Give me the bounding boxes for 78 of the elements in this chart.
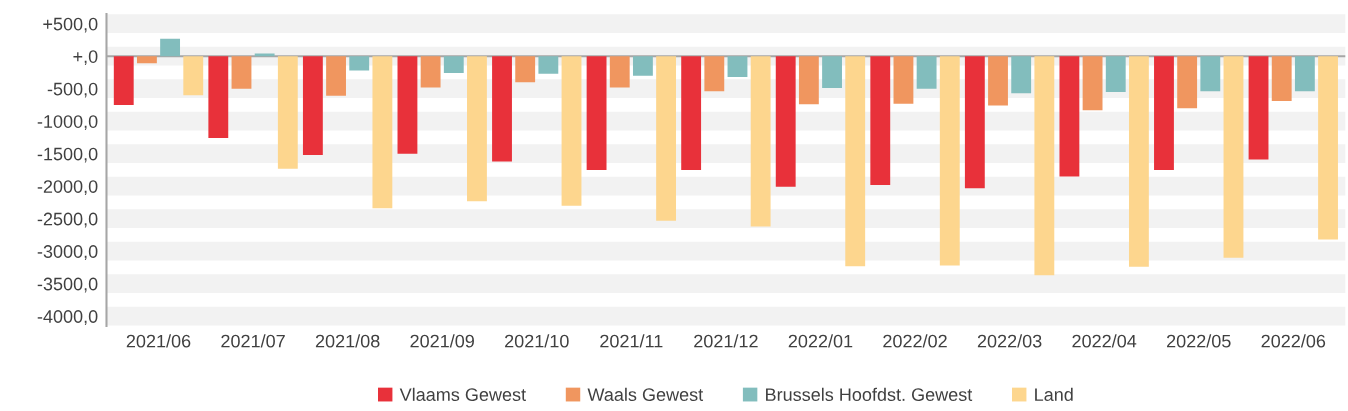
legend-label: Land: [1035, 387, 1073, 402]
y-tick-label: -1000,0: [37, 115, 98, 131]
bar: [277, 56, 298, 169]
bar: [136, 56, 157, 64]
bar: [870, 56, 891, 185]
bar: [939, 56, 960, 266]
bar: [492, 56, 512, 162]
x-tick-label: 2022/06: [1261, 334, 1326, 348]
bar: [1177, 56, 1198, 109]
bar: [1294, 56, 1315, 92]
bar: [586, 56, 607, 170]
y-tick-label: +,0: [73, 50, 98, 66]
bar: [1271, 56, 1292, 102]
bar: [208, 56, 229, 139]
bar: [704, 56, 725, 92]
bar: [231, 56, 252, 89]
bar: [561, 56, 582, 206]
bar: [1059, 56, 1080, 177]
bar: [798, 56, 819, 105]
bar: [443, 56, 464, 74]
bar: [1200, 56, 1221, 92]
bar: [1318, 56, 1338, 240]
bar: [326, 56, 346, 96]
legend-label: Waals Gewest: [587, 387, 704, 402]
bar: [727, 56, 748, 78]
bar: [302, 56, 323, 155]
bar: [1011, 56, 1032, 94]
bar: [1082, 56, 1103, 111]
bar: [964, 56, 985, 189]
bar: [1154, 56, 1174, 170]
bar: [160, 38, 181, 57]
x-tick-label: 2021/07: [221, 334, 285, 348]
bar: [845, 56, 866, 267]
bar: [113, 56, 134, 105]
bar: [822, 56, 842, 89]
bar: [1105, 56, 1126, 92]
bar: [1223, 56, 1244, 258]
x-tick-label: 2021/06: [126, 334, 191, 348]
x-tick-label: 2022/01: [788, 334, 853, 348]
x-tick-label: 2021/08: [315, 334, 380, 348]
bar: [988, 56, 1008, 106]
legend-label: Vlaams Gewest: [399, 387, 526, 402]
bar: [632, 56, 653, 76]
y-tick-label: -3500,0: [37, 277, 98, 293]
bar: [750, 56, 771, 227]
x-tick-label: 2021/10: [505, 334, 569, 348]
x-tick-label: 2022/03: [977, 334, 1042, 348]
x-tick-label: 2022/02: [883, 334, 947, 348]
legend-label: Brussels Hoofdst. Gewest: [766, 387, 973, 402]
bar: [372, 56, 393, 209]
bar: [681, 56, 702, 170]
x-tick-label: 2021/09: [410, 334, 474, 348]
bar: [420, 56, 441, 88]
x-tick-label: 2022/04: [1072, 334, 1137, 348]
x-tick-label: 2021/11: [600, 334, 663, 348]
bar: [893, 56, 914, 104]
x-tick-label: 2021/12: [694, 334, 758, 348]
y-tick-label: -500,0: [47, 82, 98, 98]
y-tick-label: -4000,0: [37, 310, 98, 326]
bar: [183, 56, 204, 96]
bar: [397, 56, 418, 154]
bar: [1034, 56, 1055, 276]
x-tick-label: 2022/05: [1167, 334, 1231, 348]
bar: [916, 56, 937, 89]
bar: [609, 56, 630, 88]
y-tick-label: -2500,0: [37, 212, 98, 228]
bar: [656, 56, 677, 221]
bar: [775, 56, 796, 187]
bar: [515, 56, 536, 83]
y-tick-label: +500,0: [43, 17, 98, 33]
y-tick-label: -2000,0: [37, 180, 98, 196]
bar: [1248, 56, 1269, 160]
bar: [1128, 56, 1149, 267]
bar: [467, 56, 487, 202]
y-tick-label: -1500,0: [37, 147, 98, 163]
bar: [349, 56, 370, 71]
bar: [538, 56, 559, 74]
y-tick-label: -3000,0: [37, 245, 98, 261]
